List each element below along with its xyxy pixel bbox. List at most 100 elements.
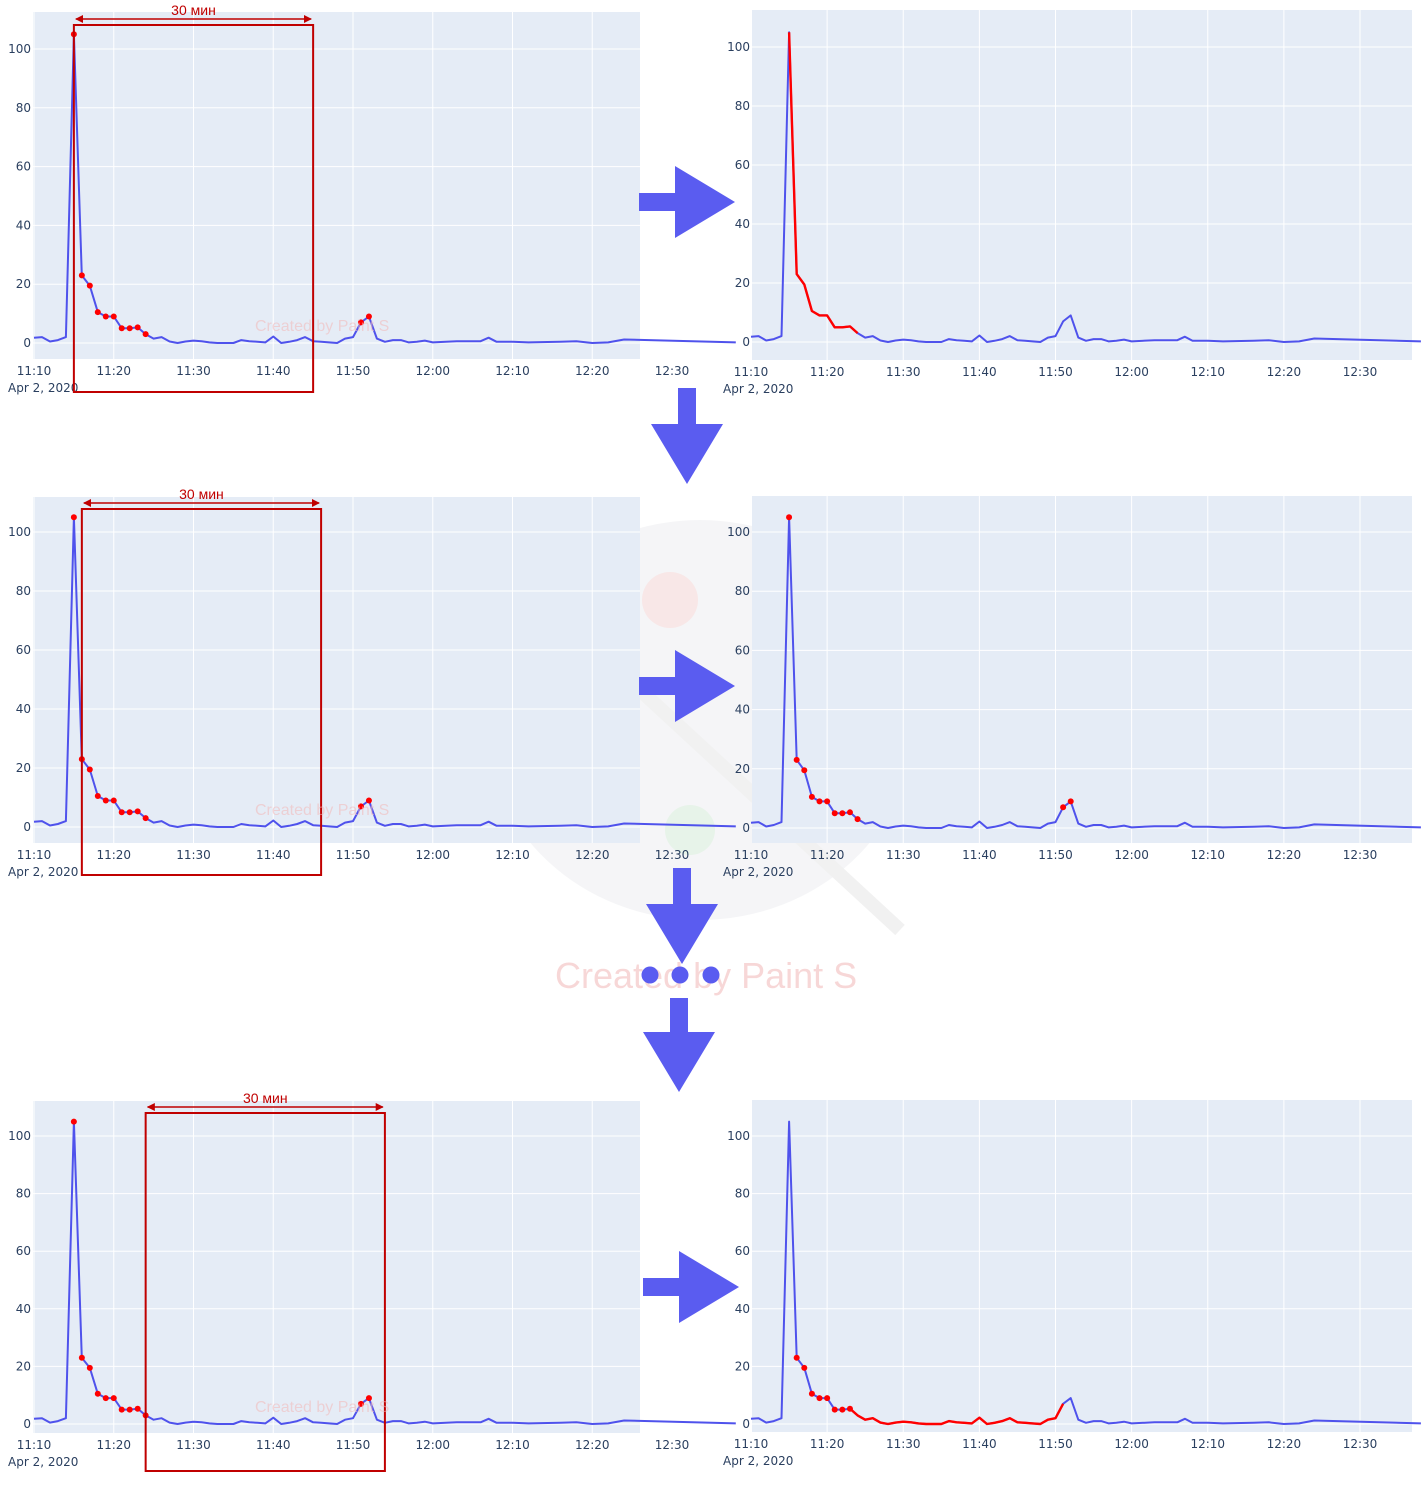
chart-panel-2: 0 20 40 60 80 100 11:10 11:20 11:30 11:40 11:50 12:… (723, 10, 1421, 396)
x-tick-label: 11:10 (734, 365, 769, 379)
ellipsis-dot-3 (702, 966, 720, 984)
highlight-point (365, 797, 372, 804)
x-tick-label: 12:10 (495, 848, 530, 862)
x-tick-label: 11:30 (176, 848, 211, 862)
y-tick-label: 60 (735, 1244, 750, 1258)
y-tick-label: 0 (23, 336, 31, 350)
series-line (33, 33, 736, 344)
highlighted-segment (787, 32, 859, 335)
chart-panel-4: 0 20 40 60 80 100 11:10 11:20 11:30 11:40 11:50 12:… (723, 496, 1421, 879)
highlight-point (816, 1395, 823, 1402)
x-tick-label: 11:30 (886, 365, 921, 379)
y-tick-label: 20 (735, 762, 750, 776)
y-tick-label: 80 (735, 1187, 750, 1201)
window-box (72, 24, 315, 393)
x-tick-label: 12:00 (1114, 1437, 1149, 1451)
y-tick-label: 40 (16, 1302, 31, 1316)
highlight-point (808, 793, 815, 800)
highlight-point (134, 808, 141, 815)
y-tick-label: 0 (742, 1417, 750, 1431)
y-tick-label: 20 (735, 276, 750, 290)
x-tick-label: 11:40 (962, 1437, 997, 1451)
x-tick-label: 11:20 (810, 1437, 845, 1451)
x-tick-label: 12:30 (655, 1438, 690, 1452)
highlight-point (365, 313, 372, 320)
highlight-point (102, 797, 109, 804)
window-label: 30 мин (171, 2, 216, 18)
highlight-point (142, 331, 149, 338)
x-tick-label: 12:10 (495, 1438, 530, 1452)
highlight-point (126, 809, 133, 816)
y-tick-label: 100 (727, 40, 750, 54)
highlight-point (357, 803, 364, 810)
highlight-point (1060, 804, 1067, 811)
highlight-point (86, 282, 93, 289)
highlight-point (793, 756, 800, 763)
highlight-point (357, 319, 364, 326)
x-tick-label: 11:50 (336, 1438, 371, 1452)
highlight-point (1067, 798, 1074, 805)
x-tick-label: 11:50 (1038, 848, 1073, 862)
y-tick-label: 80 (735, 584, 750, 598)
x-tick-label: 11:10 (734, 848, 769, 862)
highlight-point (808, 1390, 815, 1397)
y-tick-label: 0 (742, 821, 750, 835)
right-arrow-3 (643, 1251, 739, 1323)
highlight-point (801, 767, 808, 774)
y-tick-label: 60 (16, 643, 31, 657)
x-tick-label: 12:10 (1190, 1437, 1225, 1451)
highlight-point (70, 1118, 77, 1125)
y-tick-label: 80 (16, 1187, 31, 1201)
highlight-point (126, 1406, 133, 1413)
highlight-point (78, 1354, 85, 1361)
highlight-point (854, 816, 861, 823)
highlight-point (816, 798, 823, 805)
y-tick-label: 60 (16, 160, 31, 174)
y-tick-label: 40 (735, 217, 750, 231)
y-tick-label: 20 (16, 761, 31, 775)
x-tick-label: 12:30 (655, 364, 690, 378)
plot-background (752, 10, 1412, 360)
down-arrow-1 (651, 388, 723, 484)
y-tick-label: 20 (735, 1359, 750, 1373)
x-tick-label: 12:20 (575, 364, 610, 378)
highlight-point (78, 272, 85, 279)
y-tick-label: 20 (16, 1359, 31, 1373)
ellipsis-dot-2 (671, 966, 689, 984)
highlight-point (357, 1400, 364, 1407)
highlight-point (142, 815, 149, 822)
highlight-point (86, 766, 93, 773)
y-tick-label: 100 (8, 525, 31, 539)
window-box (144, 1112, 386, 1472)
x-tick-label: 12:00 (415, 848, 450, 862)
x-tick-label: 11:40 (256, 364, 291, 378)
y-tick-label: 100 (727, 1129, 750, 1143)
highlight-point (793, 1354, 800, 1361)
series-line (33, 1120, 736, 1425)
ellipsis-dot-1 (641, 966, 659, 984)
series-line (33, 516, 736, 828)
highlight-point (846, 1405, 853, 1412)
x-tick-label: 12:20 (575, 1438, 610, 1452)
x-tick-label: 12:30 (1343, 1437, 1378, 1451)
x-tick-label: 11:20 (96, 848, 131, 862)
x-tick-label: 12:10 (1190, 365, 1225, 379)
highlight-point (126, 325, 133, 332)
x-tick-label: 11:20 (96, 364, 131, 378)
highlight-point (831, 1406, 838, 1413)
x-tick-label: 12:20 (1267, 848, 1302, 862)
date-label: Apr 2, 2020 (723, 382, 793, 396)
y-tick-label: 0 (742, 335, 750, 349)
window-label: 30 мин (179, 486, 224, 502)
highlight-point (110, 797, 117, 804)
highlight-point (786, 514, 793, 521)
x-tick-label: 12:10 (1190, 848, 1225, 862)
highlight-point (110, 313, 117, 320)
x-tick-label: 12:00 (415, 364, 450, 378)
highlight-point (831, 810, 838, 817)
window-label: 30 мин (243, 1090, 288, 1106)
chart-panel-6: 0 20 40 60 80 100 11:10 11:20 11:30 11:40 11:50 12:… (723, 1100, 1421, 1468)
down-arrow-3 (643, 998, 715, 1092)
highlight-point (118, 1406, 125, 1413)
